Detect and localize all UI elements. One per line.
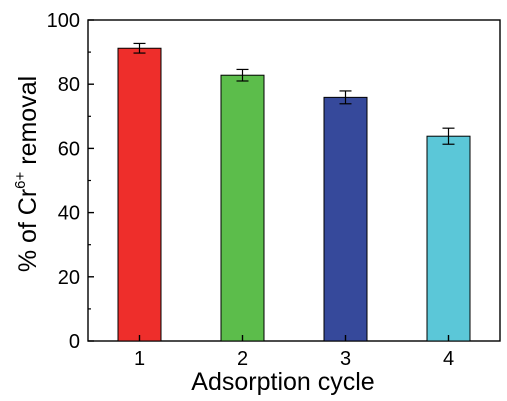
y-axis: 0 20 40 60 80 100 [47, 10, 94, 353]
x-tick-label-3: 3 [340, 348, 351, 370]
bar-3 [323, 96, 368, 342]
error-bar-3 [339, 90, 352, 105]
bars-group [117, 47, 471, 342]
x-axis: 1 2 3 4 [134, 335, 454, 370]
y-axis-title-prefix: % of Cr [14, 189, 42, 272]
error-bar-1 [133, 42, 146, 54]
bar-2 [220, 74, 265, 342]
x-tick-label-2: 2 [237, 348, 248, 370]
error-bar-4 [442, 127, 455, 145]
y-tick-label-40: 40 [58, 203, 80, 225]
x-tick-label-4: 4 [443, 348, 454, 370]
bar-4 [426, 135, 471, 342]
y-tick-label-0: 0 [69, 331, 80, 353]
bar-1 [117, 47, 162, 342]
y-tick-label-60: 60 [58, 138, 80, 160]
error-bars-group [133, 42, 455, 145]
y-axis-title-superscript: 6+ [12, 171, 29, 188]
x-tick-label-1: 1 [134, 348, 145, 370]
y-tick-label-100: 100 [47, 10, 80, 32]
x-axis-title: Adsorption cycle [191, 368, 374, 396]
y-axis-title: % of Cr6+ removal [12, 76, 42, 272]
y-axis-title-suffix: removal [14, 76, 42, 172]
y-tick-label-80: 80 [58, 74, 80, 96]
error-bar-2 [236, 68, 249, 82]
y-tick-label-20: 20 [58, 267, 80, 289]
